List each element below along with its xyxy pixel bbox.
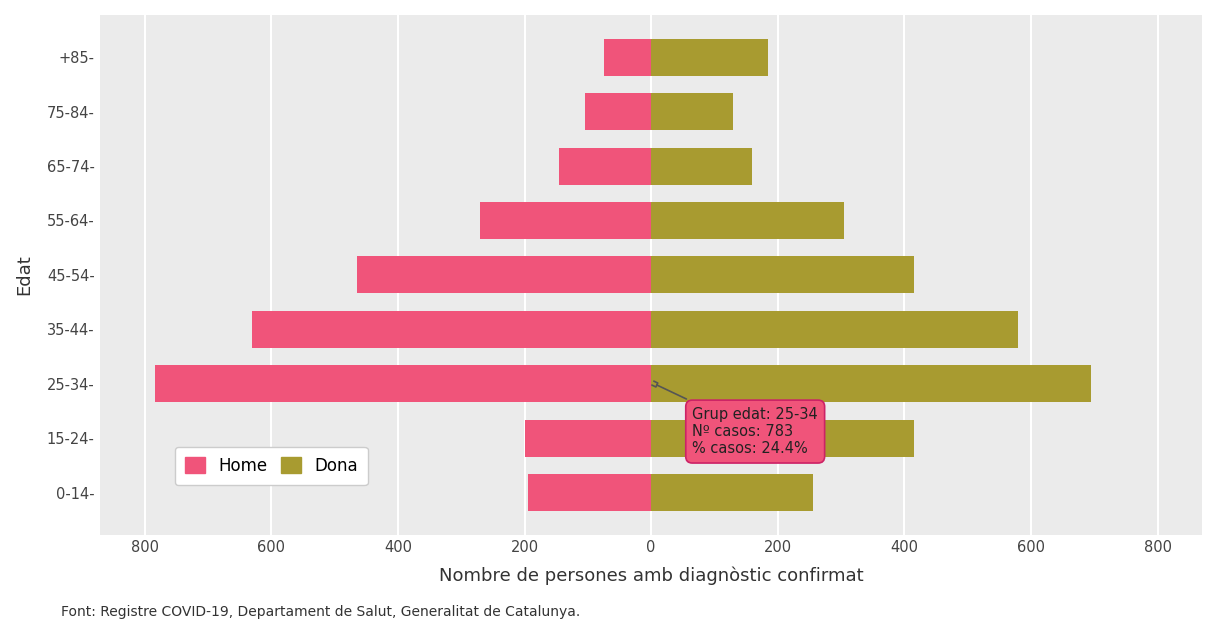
Bar — [651, 202, 845, 239]
Bar — [156, 365, 651, 403]
Legend: Home, Dona: Home, Dona — [175, 447, 368, 485]
Bar — [651, 311, 1019, 348]
Bar — [357, 256, 651, 293]
Bar — [651, 148, 752, 184]
Bar — [528, 474, 651, 511]
Bar — [651, 93, 734, 130]
Bar — [525, 420, 651, 457]
Text: Font: Registre COVID-19, Departament de Salut, Generalitat de Catalunya.: Font: Registre COVID-19, Departament de … — [61, 605, 581, 619]
Bar — [252, 311, 651, 348]
Bar — [604, 39, 651, 76]
Y-axis label: Edat: Edat — [15, 254, 33, 295]
Bar — [584, 93, 651, 130]
Bar — [651, 39, 768, 76]
Bar — [651, 256, 914, 293]
Bar — [651, 365, 1092, 403]
Bar — [651, 420, 914, 457]
X-axis label: Nombre de persones amb diagnòstic confirmat: Nombre de persones amb diagnòstic confir… — [439, 566, 864, 585]
Bar — [651, 474, 813, 511]
Bar — [481, 202, 651, 239]
Text: Grup edat: 25-34
Nº casos: 783
% casos: 24.4%: Grup edat: 25-34 Nº casos: 783 % casos: … — [652, 381, 818, 456]
Bar — [560, 148, 651, 184]
